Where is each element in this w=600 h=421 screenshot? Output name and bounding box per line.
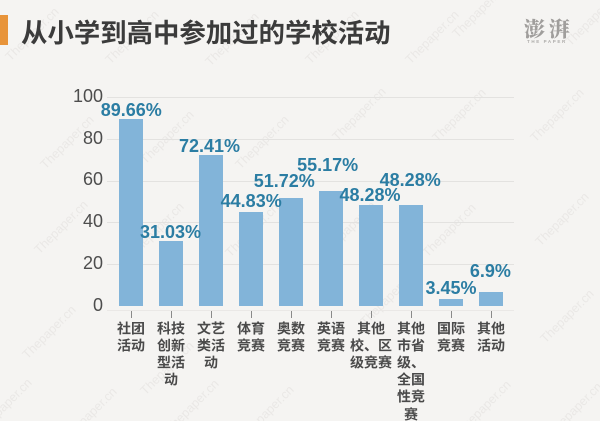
svg-text:Thepaper.cn: Thepaper.cn (61, 385, 120, 421)
svg-text:Thepaper.cn: Thepaper.cn (546, 380, 600, 421)
svg-text:Thepaper.cn: Thepaper.cn (420, 201, 479, 260)
svg-text:Thepaper.cn: Thepaper.cn (538, 287, 597, 346)
svg-text:Thepaper.cn: Thepaper.cn (238, 383, 297, 421)
svg-text:Thepaper.cn: Thepaper.cn (430, 86, 489, 145)
svg-text:Thepaper.cn: Thepaper.cn (330, 85, 389, 144)
svg-text:Thepaper.cn: Thepaper.cn (0, 376, 35, 421)
svg-text:Thepaper.cn: Thepaper.cn (455, 378, 514, 421)
svg-text:Thepaper.cn: Thepaper.cn (533, 190, 592, 249)
svg-text:Thepaper.cn: Thepaper.cn (528, 86, 587, 145)
svg-text:Thepaper.cn: Thepaper.cn (403, 8, 462, 67)
